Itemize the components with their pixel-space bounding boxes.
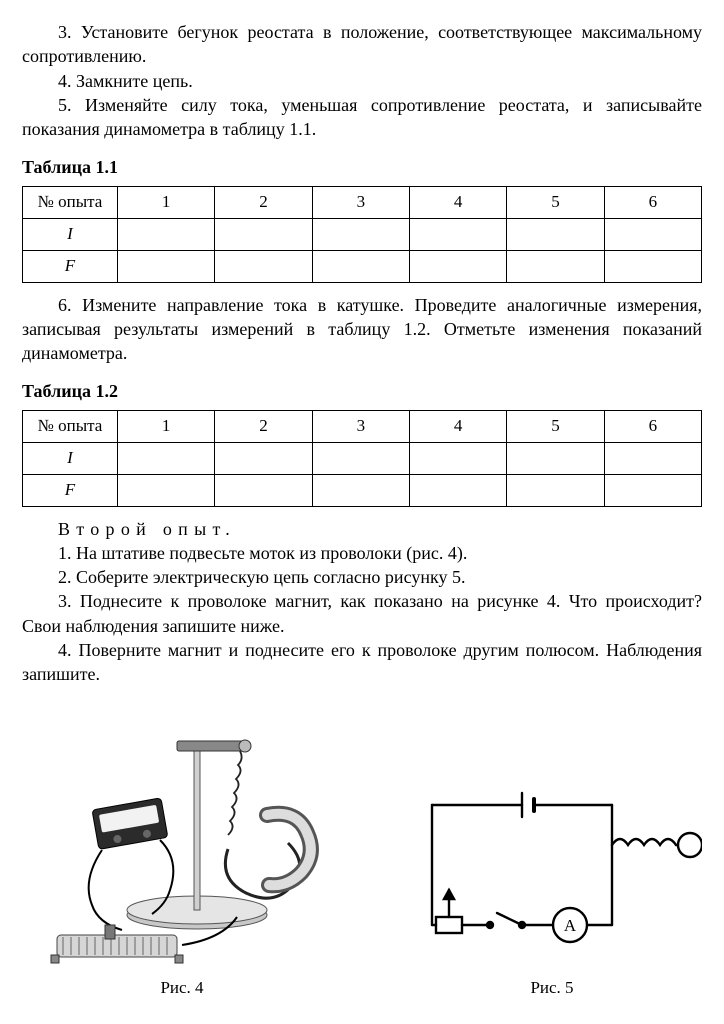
col-header: 1 — [118, 410, 215, 442]
para-6: 6. Измените направление тока в катушке. … — [22, 293, 702, 366]
cell — [312, 442, 409, 474]
table2-title: Таблица 1.2 — [22, 379, 702, 403]
apparatus-diagram-icon — [22, 715, 342, 965]
col-header: 3 — [312, 186, 409, 218]
table-row: F — [23, 250, 702, 282]
table1-title: Таблица 1.1 — [22, 155, 702, 179]
fig5-caption: Рис. 5 — [530, 977, 573, 1000]
row-label: F — [23, 474, 118, 506]
second-p1: 1. На штативе подвесьте моток из проволо… — [22, 541, 702, 565]
ammeter-label: А — [564, 916, 577, 935]
table-1: № опыта 1 2 3 4 5 6 I F — [22, 186, 702, 283]
para-4: 4. Замкните цепь. — [22, 69, 702, 93]
col-header: 4 — [409, 410, 506, 442]
col-header: 2 — [215, 186, 312, 218]
table-row: F — [23, 474, 702, 506]
cell — [312, 474, 409, 506]
fig4-caption: Рис. 4 — [160, 977, 203, 1000]
cell — [215, 474, 312, 506]
second-p4: 4. Поверните магнит и поднесите его к пр… — [22, 638, 702, 687]
figure-5: А Рис. 5 — [402, 775, 702, 1000]
cell — [118, 442, 215, 474]
cell — [215, 442, 312, 474]
cell — [507, 442, 604, 474]
table-row: I — [23, 442, 702, 474]
col-header: 6 — [604, 410, 701, 442]
figure-4: Рис. 4 — [22, 715, 342, 1000]
cell — [604, 474, 701, 506]
col-header: 5 — [507, 410, 604, 442]
para-5: 5. Изменяйте силу тока, уменьшая сопроти… — [22, 93, 702, 142]
cell — [118, 218, 215, 250]
col-header: 6 — [604, 186, 701, 218]
row-label: I — [23, 218, 118, 250]
row-label: F — [23, 250, 118, 282]
col-header: 5 — [507, 186, 604, 218]
cell — [409, 250, 506, 282]
col-header: 2 — [215, 410, 312, 442]
col-header: 3 — [312, 410, 409, 442]
cell — [409, 442, 506, 474]
cell — [604, 218, 701, 250]
cell — [507, 250, 604, 282]
table-2: № опыта 1 2 3 4 5 6 I F — [22, 410, 702, 507]
cell — [312, 250, 409, 282]
cell — [312, 218, 409, 250]
col-header: 4 — [409, 186, 506, 218]
second-p3: 3. Поднесите к проволоке магнит, как пок… — [22, 589, 702, 638]
row-label: I — [23, 442, 118, 474]
cell — [604, 250, 701, 282]
second-title: Второй опыт. — [22, 517, 702, 541]
cell — [118, 474, 215, 506]
cell — [215, 250, 312, 282]
cell — [409, 474, 506, 506]
cell — [507, 218, 604, 250]
cell — [409, 218, 506, 250]
col-header: № опыта — [23, 186, 118, 218]
table-row: № опыта 1 2 3 4 5 6 — [23, 186, 702, 218]
table-row: № опыта 1 2 3 4 5 6 — [23, 410, 702, 442]
second-p2: 2. Соберите электрическую цепь согласно … — [22, 565, 702, 589]
para-3: 3. Установите бегунок реостата в положен… — [22, 20, 702, 69]
circuit-diagram-icon: А — [402, 775, 702, 965]
cell — [118, 250, 215, 282]
col-header: № опыта — [23, 410, 118, 442]
cell — [215, 218, 312, 250]
table-row: I — [23, 218, 702, 250]
cell — [604, 442, 701, 474]
cell — [507, 474, 604, 506]
col-header: 1 — [118, 186, 215, 218]
